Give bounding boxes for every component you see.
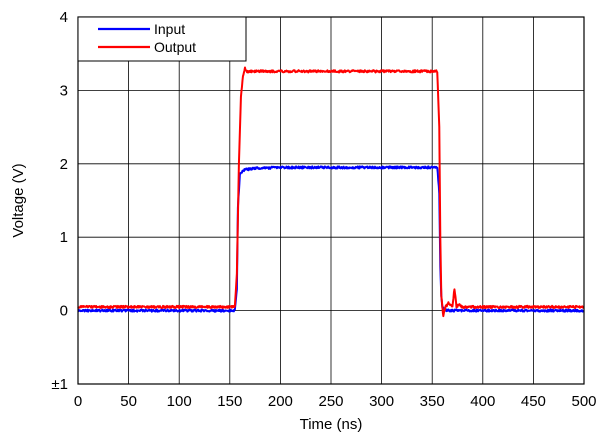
x-tick-label: 400	[470, 393, 495, 410]
x-tick-labels: 0 50 100 150 200 250 300 350 400 450 500	[74, 393, 597, 410]
legend: Input Output	[77, 16, 247, 62]
x-tick-label: 300	[369, 393, 394, 410]
legend-label-output: Output	[154, 39, 196, 55]
legend-label-input: Input	[154, 21, 185, 37]
x-tick-label: 200	[268, 393, 293, 410]
series-group	[77, 66, 585, 318]
y-tick-label: 0	[60, 303, 68, 320]
x-tick-label: 150	[217, 393, 242, 410]
y-tick-label: 2	[60, 156, 68, 173]
x-tick-label: 100	[167, 393, 192, 410]
plot-frame	[77, 16, 585, 385]
x-axis-label: Time (ns)	[300, 416, 363, 433]
series-line-input	[77, 165, 585, 313]
legend-box	[77, 16, 247, 62]
y-tick-label: 3	[60, 82, 68, 99]
x-tick-label: 50	[120, 393, 137, 410]
y-tick-label: ±1	[51, 376, 68, 393]
y-tick-label: 1	[60, 229, 68, 246]
x-tick-label: 250	[318, 393, 343, 410]
x-tick-label: 450	[521, 393, 546, 410]
y-tick-label: 4	[60, 9, 68, 26]
x-tick-label: 350	[420, 393, 445, 410]
y-tick-labels: ±1 0 1 2 3 4	[51, 9, 68, 393]
series-line-output	[77, 66, 585, 318]
x-tick-label: 0	[74, 393, 82, 410]
x-tick-label: 500	[571, 393, 596, 410]
y-axis-label: Voltage (V)	[10, 163, 27, 237]
